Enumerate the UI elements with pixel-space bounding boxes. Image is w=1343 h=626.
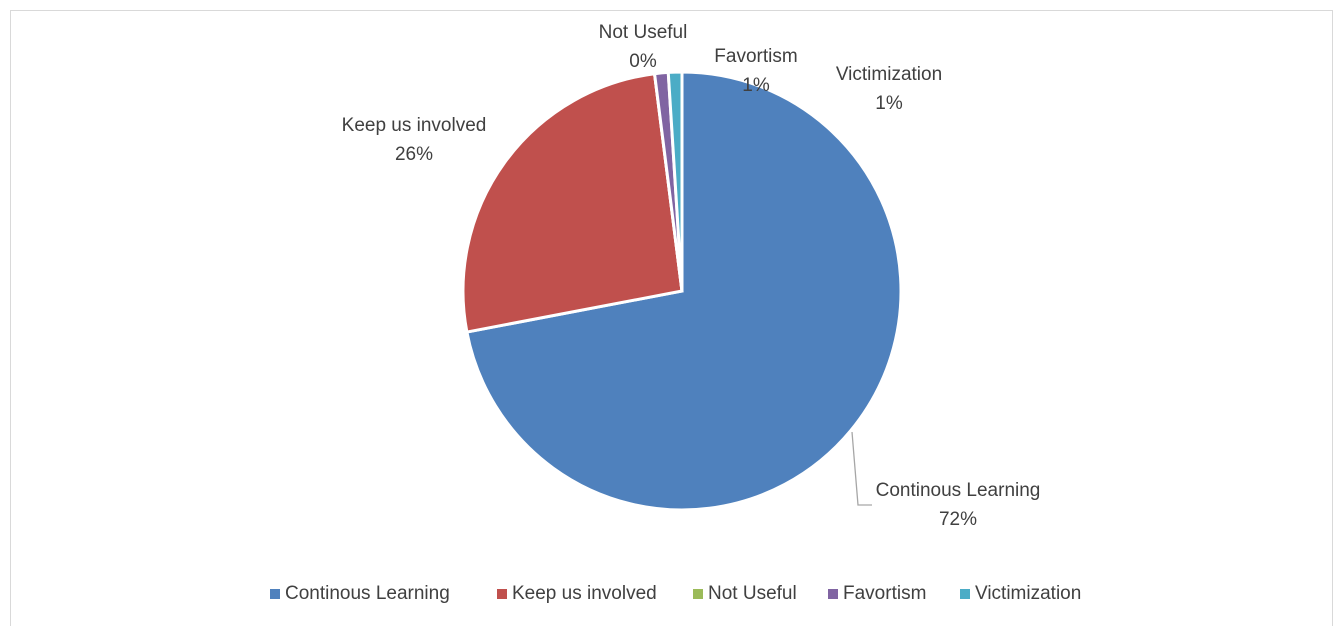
data-label-name: Victimization <box>836 64 942 85</box>
pie-slice <box>465 70 903 512</box>
legend-label: Favortism <box>843 583 926 604</box>
legend-swatch <box>960 589 970 599</box>
pie-slice <box>666 70 684 292</box>
data-label-name: Continous Learning <box>876 480 1041 501</box>
legend-label: Keep us involved <box>512 583 657 604</box>
legend-swatch <box>270 589 280 599</box>
data-label-name: Keep us involved <box>342 115 487 136</box>
legend-swatch <box>828 589 838 599</box>
data-label-value: 1% <box>742 75 770 96</box>
data-label-value: 26% <box>395 144 433 165</box>
legend-label: Not Useful <box>708 583 797 604</box>
data-label-value: 1% <box>875 93 903 114</box>
data-label-name: Favortism <box>714 46 797 67</box>
legend-swatch <box>693 589 703 599</box>
legend-label: Victimization <box>975 583 1081 604</box>
data-label-value: 0% <box>629 51 657 72</box>
data-label-name: Not Useful <box>599 22 688 43</box>
leader-line <box>851 431 872 506</box>
legend-label: Continous Learning <box>285 583 450 604</box>
pie-slice <box>461 72 684 334</box>
legend-swatch <box>497 589 507 599</box>
data-label-value: 72% <box>939 509 977 530</box>
